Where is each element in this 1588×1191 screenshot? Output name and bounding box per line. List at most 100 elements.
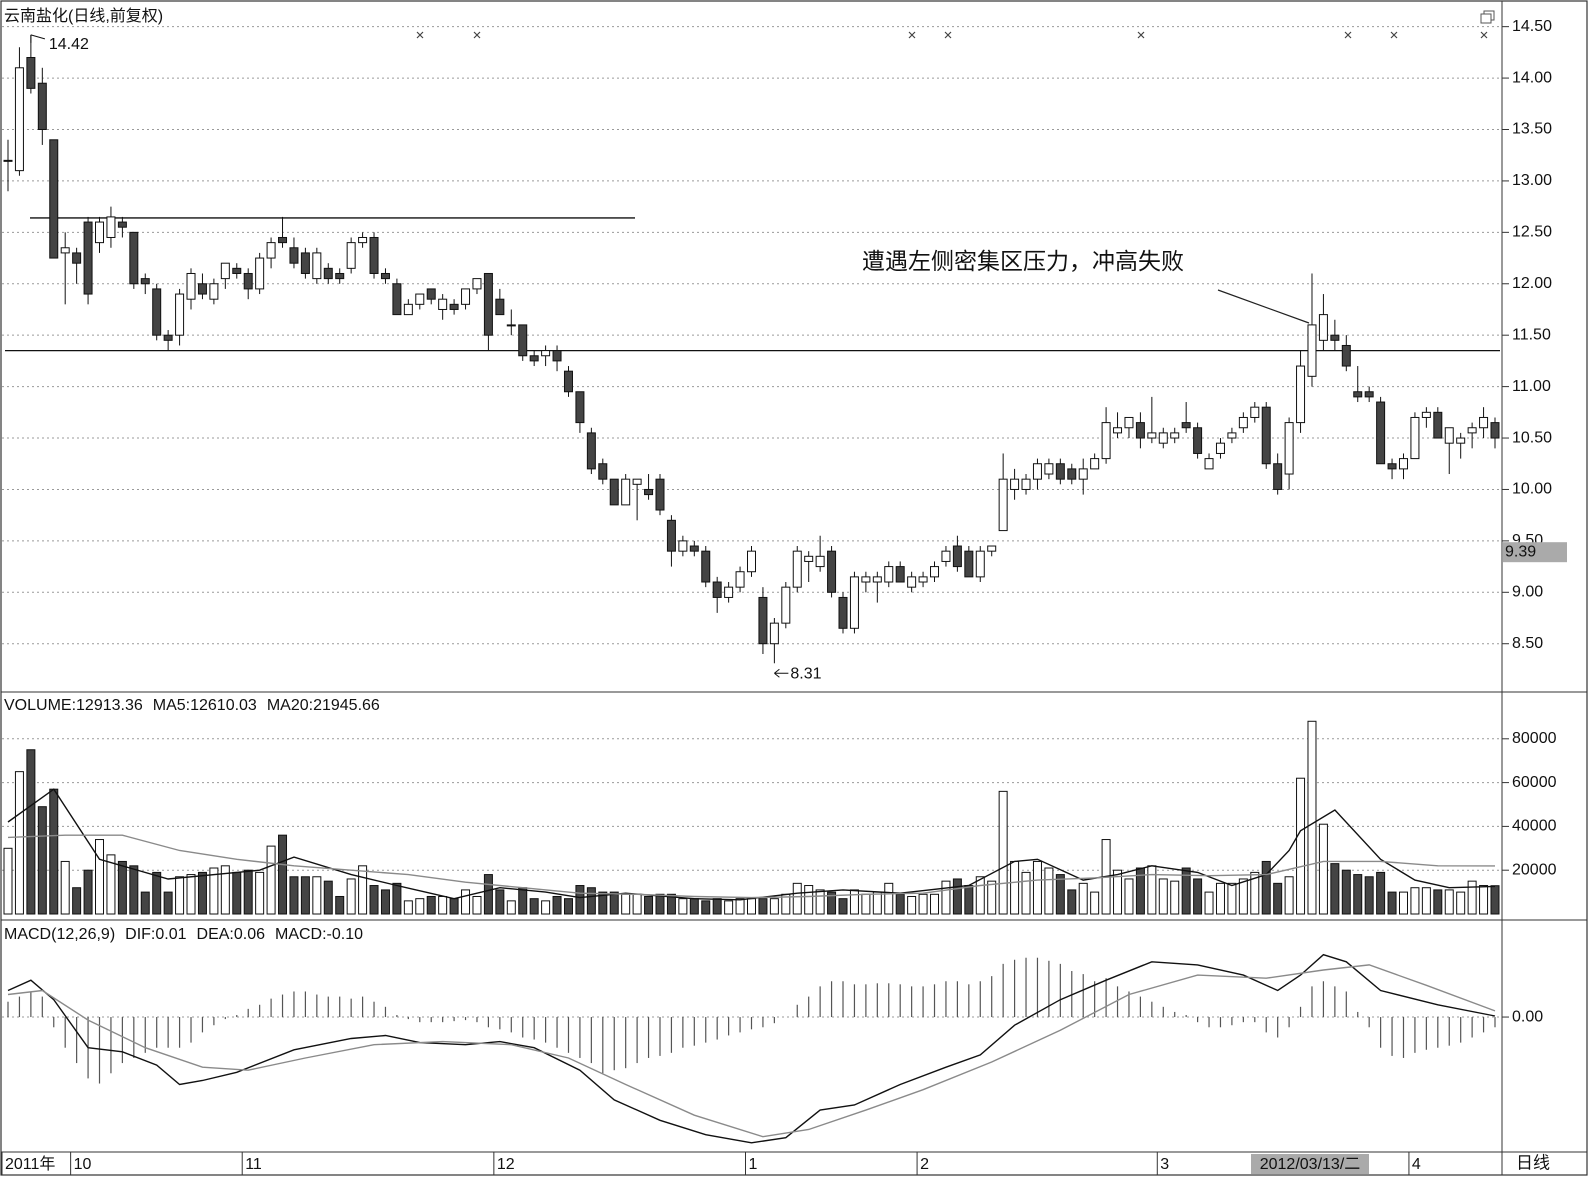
- volume-bar: [289, 876, 299, 915]
- candle-body: [300, 252, 310, 274]
- candle-body: [1078, 468, 1088, 480]
- candle-body: [1010, 478, 1020, 490]
- candle-body: [735, 571, 745, 588]
- volume-bar: [1170, 880, 1180, 915]
- x-tick-label: 10: [74, 1156, 92, 1173]
- candle-body: [175, 293, 185, 336]
- candle-body: [243, 272, 253, 290]
- low-label: 8.31: [790, 665, 821, 682]
- volume-bar: [1421, 887, 1431, 915]
- volume-bar: [335, 895, 345, 915]
- volume-bar: [1296, 777, 1306, 915]
- candle-body: [1170, 432, 1180, 439]
- cursor-price-box: [1503, 542, 1567, 563]
- volume-bar: [838, 898, 848, 915]
- candle-body: [1284, 422, 1294, 475]
- candle-body: [1227, 432, 1237, 439]
- candle-body: [701, 550, 711, 583]
- volume-bar: [117, 860, 127, 915]
- volume-bar: [1010, 860, 1020, 915]
- volume-bar: [60, 860, 70, 915]
- volume-bar: [758, 898, 768, 915]
- candle-body: [95, 221, 105, 244]
- volume-bar: [701, 900, 711, 915]
- y-tick-label: 10.50: [1512, 429, 1552, 446]
- window-icon[interactable]: [1480, 10, 1495, 24]
- x-tick-label: 2011年: [5, 1155, 55, 1173]
- volume-bar: [987, 880, 997, 915]
- volume-bar: [644, 895, 654, 915]
- volume-bar: [1044, 867, 1054, 915]
- candle-body: [1387, 463, 1397, 470]
- candle-body: [380, 272, 390, 280]
- candle-body: [415, 293, 425, 305]
- candle-body: [1273, 463, 1283, 490]
- volume-bar: [827, 891, 837, 915]
- candle-body: [975, 550, 985, 578]
- candle-body: [209, 283, 219, 300]
- cursor-price: 9.39: [1505, 543, 1536, 560]
- volume-bar: [506, 900, 516, 915]
- volume-bar: [952, 878, 962, 915]
- candle-body: [506, 324, 516, 327]
- volume-bar: [1318, 823, 1328, 915]
- volume-bar: [1032, 860, 1042, 915]
- volume-bar: [1444, 889, 1454, 915]
- volume-bar: [598, 891, 608, 915]
- candle-body: [884, 566, 894, 583]
- event-marker: [1480, 31, 1488, 39]
- volume-bar: [72, 887, 82, 915]
- volume-bar: [1021, 871, 1031, 915]
- chart-title: 云南盐化(日线,前复权): [4, 7, 163, 25]
- volume-bar: [1113, 869, 1123, 915]
- candle-body: [1261, 406, 1271, 465]
- candle-body: [1307, 324, 1317, 377]
- volume-bar: [1204, 891, 1214, 915]
- volume-bar: [346, 878, 356, 915]
- volume-bar: [1398, 891, 1408, 915]
- y-tick-label: 11.50: [1512, 326, 1551, 343]
- volume-bar: [907, 895, 917, 915]
- candle-body: [724, 586, 734, 598]
- volume-bar: [861, 893, 871, 915]
- candle-body: [278, 236, 288, 244]
- volume-bar: [472, 895, 482, 915]
- volume-bar: [163, 891, 173, 915]
- legend-entry: DEA:0.06: [197, 926, 266, 943]
- candle-body: [666, 519, 676, 552]
- volume-bar: [438, 895, 448, 915]
- volume-bar: [1376, 871, 1386, 915]
- volume-bar: [152, 871, 162, 915]
- candle-body: [472, 278, 482, 290]
- y-tick-label: 13.50: [1512, 121, 1552, 138]
- volume-bar: [1147, 865, 1157, 915]
- legend-entry: MACD:-0.10: [275, 926, 363, 943]
- volume-bar: [1273, 882, 1283, 915]
- candle-body: [289, 247, 299, 264]
- candle-body: [152, 288, 162, 336]
- candle-body: [1467, 427, 1477, 434]
- event-marker: [908, 31, 916, 39]
- volume-bar: [278, 834, 288, 915]
- candle-body: [449, 303, 459, 310]
- volume-bar: [483, 874, 493, 915]
- volume-bar: [563, 898, 573, 915]
- candle-body: [1444, 427, 1454, 444]
- volume-bar: [815, 889, 825, 915]
- volume-bar: [449, 898, 459, 915]
- candle-body: [255, 257, 265, 290]
- candle-body: [483, 272, 493, 336]
- candle-body: [403, 303, 413, 316]
- candle-body: [60, 247, 70, 254]
- candle-body: [769, 622, 779, 645]
- candle-body: [1433, 411, 1443, 439]
- volume-bar: [392, 882, 402, 915]
- candle-body: [1055, 463, 1065, 480]
- volume-bar: [300, 876, 310, 915]
- x-tick-label: 1: [749, 1156, 758, 1173]
- volume-bar: [1055, 874, 1065, 915]
- candle-body: [1456, 437, 1466, 444]
- candle-body: [518, 324, 528, 357]
